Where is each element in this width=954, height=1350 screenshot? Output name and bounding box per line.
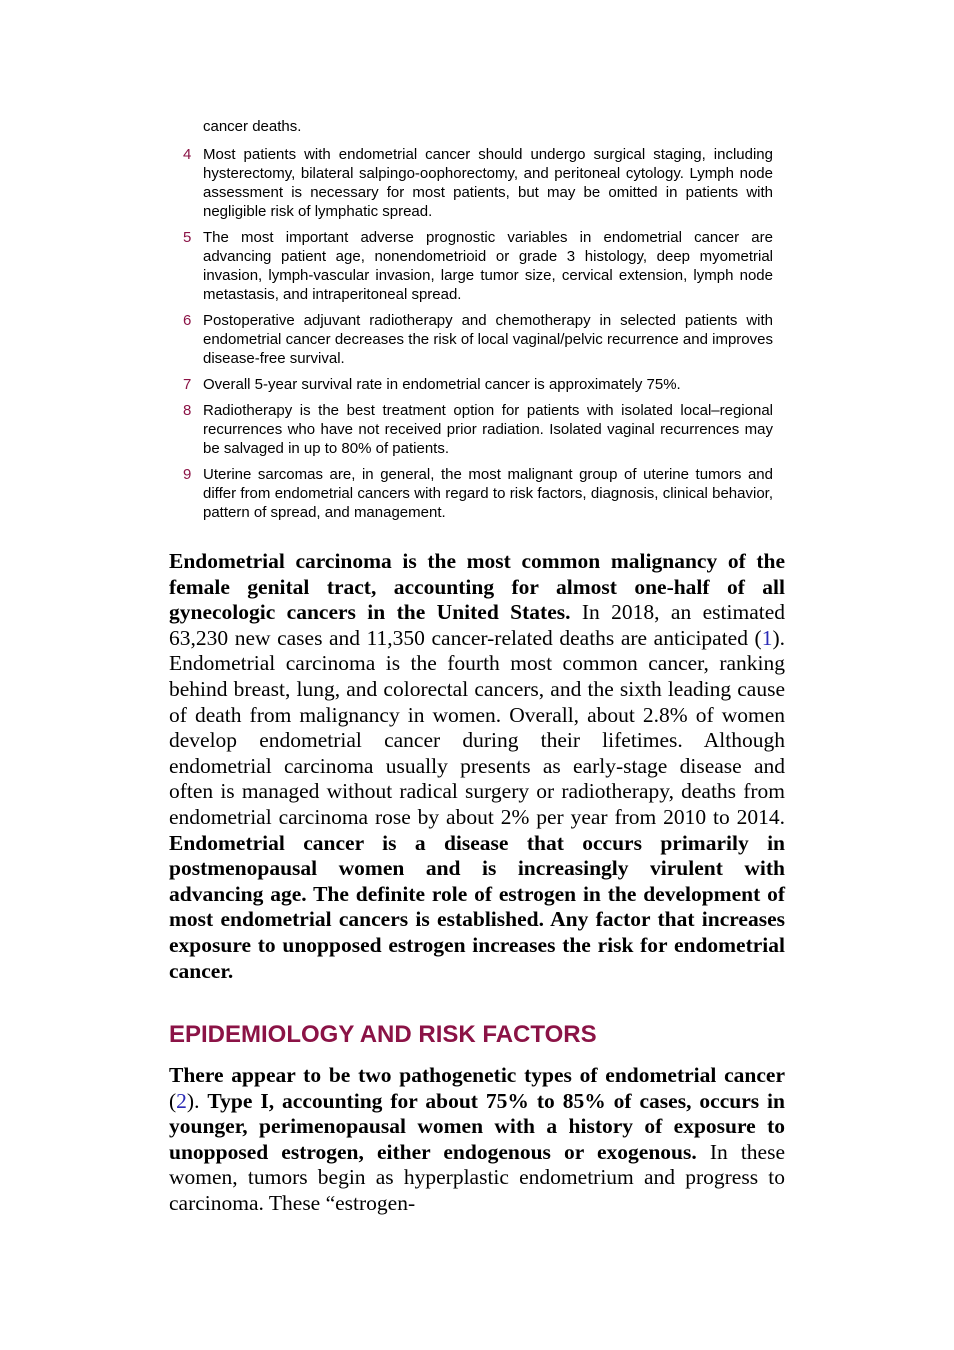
key-point-text: Most patients with endometrial cancer sh…: [203, 146, 773, 220]
key-point-item: 5 The most important adverse prognostic …: [183, 228, 773, 304]
key-point-number: 5: [183, 229, 192, 246]
epi-bold-a: There appear to be two pathogenetic type…: [169, 1063, 785, 1087]
key-point-number: 6: [183, 312, 192, 329]
intro-text-b: ). Endometrial carcinoma is the fourth m…: [169, 625, 785, 829]
key-point-number: 8: [183, 402, 192, 419]
key-point-item: 9 Uterine sarcomas are, in general, the …: [183, 465, 773, 522]
key-points-continuation: cancer deaths.: [203, 118, 302, 135]
epi-bold-b: Type I, accounting for about 75% to 85% …: [169, 1088, 785, 1164]
intro-bold-tail: Endometrial cancer is a disease that occ…: [169, 830, 785, 983]
epi-text-b: ).: [186, 1088, 208, 1113]
intro-bold-lead: Endometrial carcinoma is the most common…: [169, 549, 785, 625]
epi-text-c: In these women, tumors begin as hyperpla…: [169, 1139, 785, 1215]
key-point-item: 6 Postoperative adjuvant radiotherapy an…: [183, 311, 773, 368]
reference-link-1[interactable]: 1: [761, 625, 773, 650]
key-point-text: Postoperative adjuvant radiotherapy and …: [203, 312, 773, 367]
key-point-number: 7: [183, 376, 192, 393]
key-point-number: 9: [183, 466, 192, 483]
epidemiology-paragraph: There appear to be two pathogenetic type…: [169, 1063, 785, 1217]
intro-text-a: In 2018, an estimated 63,230 new cases a…: [169, 600, 785, 650]
key-point-item: 8 Radiotherapy is the best treatment opt…: [183, 401, 773, 458]
section-heading: EPIDEMIOLOGY AND RISK FACTORS: [169, 1021, 597, 1048]
key-point-text: Radiotherapy is the best treatment optio…: [203, 402, 773, 457]
key-point-text: Uterine sarcomas are, in general, the mo…: [203, 466, 773, 521]
intro-paragraph: Endometrial carcinoma is the most common…: [169, 549, 785, 984]
key-point-text: The most important adverse prognostic va…: [203, 229, 773, 303]
key-point-number: 4: [183, 146, 192, 163]
key-point-item: 4 Most patients with endometrial cancer …: [183, 145, 773, 221]
key-points-list: 4 Most patients with endometrial cancer …: [183, 145, 773, 529]
reference-link-2[interactable]: 2: [176, 1088, 187, 1113]
key-point-item: 7 Overall 5-year survival rate in endome…: [183, 375, 773, 394]
epi-text-a: (: [169, 1088, 177, 1113]
key-point-text: Overall 5-year survival rate in endometr…: [203, 376, 681, 393]
